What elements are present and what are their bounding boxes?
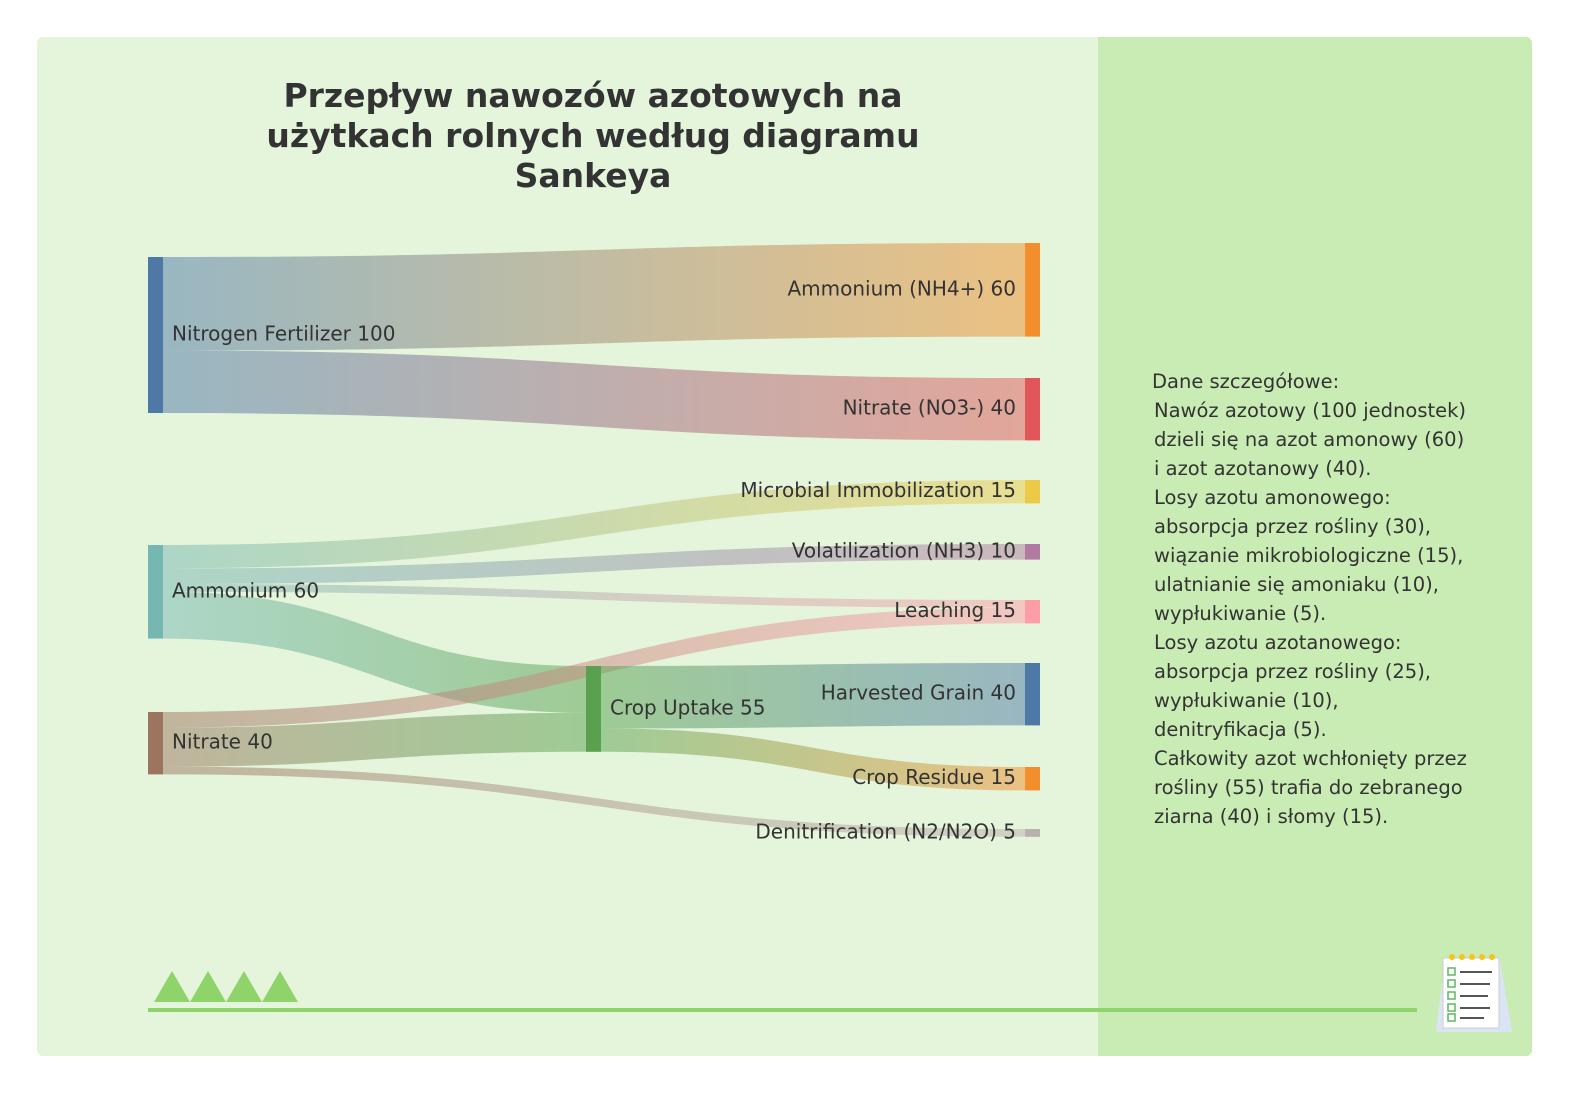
note-line: Losy azotu azotanowego: (1154, 631, 1402, 654)
note-line: rośliny (55) trafia do zebranego (1154, 776, 1463, 799)
link (163, 712, 586, 767)
node (148, 257, 163, 413)
chart-title: Przepływ nawozów azotowych na użytkach r… (266, 76, 920, 195)
node (1025, 544, 1040, 560)
node (148, 545, 163, 639)
node-label: Crop Residue 15 (852, 765, 1016, 789)
link (601, 728, 1025, 791)
note-line: ulatnianie się amoniaku (10), (1154, 573, 1439, 596)
node (1025, 600, 1040, 624)
node (586, 666, 601, 752)
note-line: absorpcja przez rośliny (30), (1154, 515, 1431, 538)
node (1025, 378, 1040, 441)
node (1025, 243, 1040, 337)
node (148, 712, 163, 775)
notes: Dane szczegółowe: Nawóz azotowy (100 jedn… (1152, 367, 1467, 831)
node-label: Nitrogen Fertilizer 100 (172, 322, 395, 346)
node-label: Ammonium (NH4+) 60 (787, 276, 1016, 300)
note-line: ziarna (40) i słomy (15). (1154, 805, 1389, 828)
link (163, 350, 1025, 441)
link (163, 544, 1025, 584)
node (1025, 480, 1040, 504)
links (163, 243, 1025, 837)
node-label: Leaching 15 (894, 598, 1016, 622)
link (601, 663, 1025, 729)
node-label: Ammonium 60 (172, 578, 319, 602)
decoration (148, 954, 1512, 1032)
note-line: dzieli się na azot amonowy (60) (1154, 428, 1465, 451)
node-label: Microbial Immobilization 15 (740, 478, 1016, 502)
note-line: absorpcja przez rośliny (25), (1154, 660, 1431, 683)
note-line: Nawóz azotowy (100 jednostek) (1154, 399, 1467, 422)
node (1025, 829, 1040, 837)
note-line: Całkowity azot wchłonięty przez (1154, 747, 1467, 770)
node-label: Denitrification (N2/N2O) 5 (755, 819, 1016, 843)
note-line: denitryfikacja (5). (1154, 718, 1327, 741)
link (163, 591, 586, 713)
note-line: Losy azotu amonowego: (1154, 486, 1391, 509)
link (163, 243, 1025, 351)
note-line: wiązanie mikrobiologiczne (15), (1154, 544, 1464, 567)
note-line: i azot azotanowy (40). (1154, 457, 1372, 480)
node-label: Harvested Grain 40 (821, 681, 1016, 705)
node-label: Crop Uptake 55 (610, 695, 765, 719)
side-panel (1098, 37, 1532, 1056)
node (1025, 663, 1040, 726)
note-line: wypłukiwanie (10), (1154, 689, 1339, 712)
node-label: Nitrate 40 (172, 730, 273, 754)
link (163, 480, 1025, 569)
link (163, 584, 1025, 608)
node-label: Volatilization (NH3) 10 (792, 538, 1016, 562)
link (163, 766, 1025, 837)
node-label: Nitrate (NO3-) 40 (843, 396, 1016, 420)
node (1025, 767, 1040, 791)
note-line: Dane szczegółowe: (1152, 370, 1340, 393)
note-line: wypłukiwanie (5). (1154, 602, 1327, 625)
